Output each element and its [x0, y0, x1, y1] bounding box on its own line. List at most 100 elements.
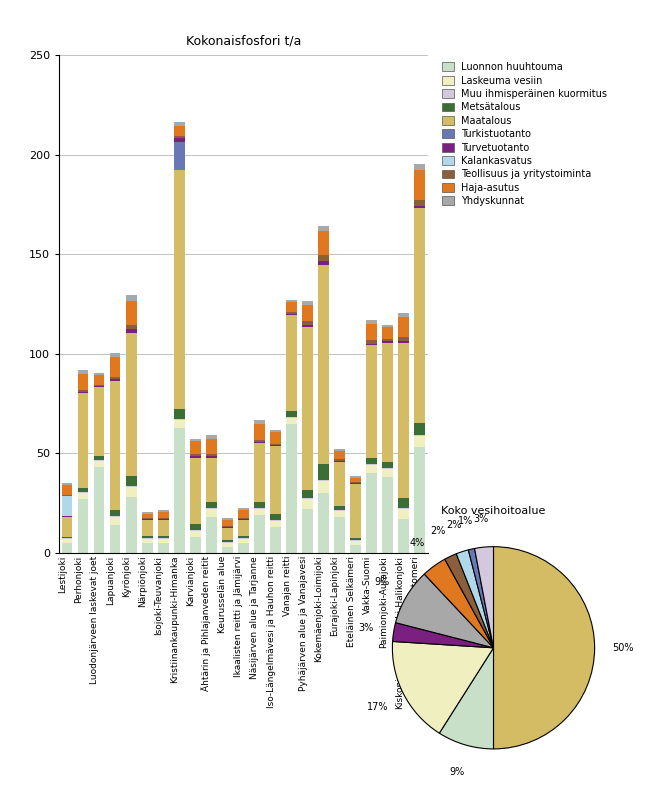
- Bar: [190, 454, 201, 457]
- Bar: [62, 539, 72, 543]
- Bar: [351, 538, 361, 540]
- Bar: [415, 435, 425, 447]
- Bar: [78, 370, 88, 374]
- Bar: [399, 498, 409, 508]
- Wedge shape: [393, 623, 494, 648]
- Text: 2%: 2%: [431, 525, 446, 536]
- Bar: [94, 387, 105, 457]
- Bar: [399, 341, 409, 343]
- Bar: [222, 542, 233, 543]
- Bar: [238, 538, 249, 539]
- Bar: [399, 519, 409, 553]
- Bar: [238, 508, 249, 510]
- Bar: [334, 510, 345, 511]
- Wedge shape: [445, 554, 494, 648]
- Bar: [78, 492, 88, 493]
- Bar: [254, 508, 265, 510]
- Bar: [238, 520, 249, 536]
- Bar: [286, 300, 297, 302]
- Bar: [206, 457, 216, 458]
- Bar: [367, 473, 377, 553]
- Bar: [367, 345, 377, 458]
- Bar: [318, 465, 329, 480]
- Bar: [238, 518, 249, 519]
- Bar: [270, 443, 281, 446]
- Bar: [415, 164, 425, 170]
- Bar: [174, 138, 185, 142]
- Bar: [174, 408, 185, 419]
- Bar: [415, 200, 425, 205]
- Bar: [334, 461, 345, 462]
- Bar: [318, 493, 329, 553]
- Bar: [382, 469, 393, 477]
- Bar: [78, 389, 88, 392]
- Bar: [334, 511, 345, 517]
- Bar: [254, 419, 265, 423]
- Bar: [62, 495, 72, 496]
- Bar: [238, 539, 249, 543]
- Bar: [190, 537, 201, 553]
- Text: 2%: 2%: [446, 520, 461, 530]
- Bar: [190, 524, 201, 530]
- Bar: [142, 518, 153, 519]
- Bar: [158, 512, 168, 518]
- Bar: [94, 468, 105, 553]
- Bar: [254, 510, 265, 515]
- Bar: [174, 122, 185, 126]
- Bar: [286, 312, 297, 314]
- Bar: [254, 515, 265, 553]
- Bar: [367, 340, 377, 344]
- Bar: [367, 465, 377, 473]
- Text: 50%: 50%: [612, 643, 634, 653]
- Bar: [286, 411, 297, 416]
- Bar: [158, 538, 168, 539]
- Bar: [318, 265, 329, 465]
- Bar: [286, 302, 297, 312]
- Bar: [367, 344, 377, 345]
- Text: 9%: 9%: [374, 577, 390, 587]
- Bar: [62, 485, 72, 495]
- Bar: [238, 510, 249, 518]
- Bar: [94, 386, 105, 387]
- Bar: [142, 536, 153, 538]
- Bar: [318, 480, 329, 481]
- Bar: [334, 506, 345, 510]
- Bar: [62, 537, 72, 538]
- Bar: [62, 517, 72, 537]
- Wedge shape: [424, 559, 494, 648]
- Bar: [126, 301, 136, 325]
- Bar: [382, 339, 393, 341]
- Bar: [270, 430, 281, 431]
- Bar: [110, 525, 120, 553]
- Bar: [110, 516, 120, 517]
- Bar: [94, 457, 105, 461]
- Bar: [206, 517, 216, 553]
- Bar: [126, 325, 136, 329]
- Bar: [78, 393, 88, 488]
- Bar: [399, 510, 409, 519]
- Bar: [399, 337, 409, 341]
- Bar: [78, 392, 88, 393]
- Bar: [222, 540, 233, 542]
- Bar: [334, 462, 345, 506]
- Bar: [190, 531, 201, 537]
- Bar: [270, 431, 281, 443]
- Bar: [415, 205, 425, 208]
- Bar: [206, 508, 216, 510]
- Bar: [302, 491, 313, 498]
- Bar: [302, 305, 313, 321]
- Bar: [318, 231, 329, 255]
- Bar: [351, 545, 361, 553]
- Bar: [351, 484, 361, 538]
- Bar: [222, 518, 233, 520]
- Bar: [110, 381, 120, 510]
- Bar: [62, 543, 72, 553]
- Bar: [94, 374, 105, 385]
- Bar: [78, 488, 88, 492]
- Text: 9%: 9%: [450, 767, 465, 777]
- Bar: [222, 520, 233, 526]
- Bar: [142, 539, 153, 543]
- Bar: [190, 438, 201, 441]
- Wedge shape: [456, 550, 494, 648]
- Wedge shape: [440, 648, 494, 749]
